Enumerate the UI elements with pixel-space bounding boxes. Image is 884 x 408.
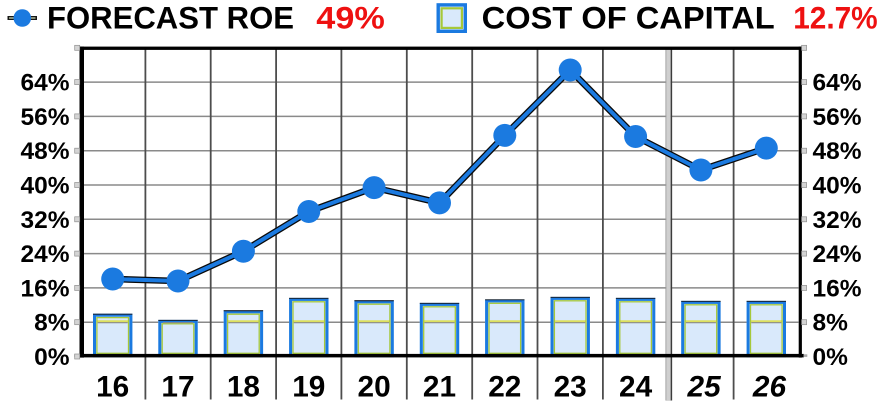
svg-text:32%: 32% (813, 207, 862, 234)
svg-text:48%: 48% (813, 138, 862, 165)
svg-text:23: 23 (554, 370, 587, 403)
svg-text:12.7%: 12.7% (793, 0, 878, 36)
svg-text:FORECAST ROE: FORECAST ROE (47, 0, 294, 36)
svg-text:16%: 16% (813, 275, 862, 302)
svg-text:49%: 49% (316, 0, 385, 36)
svg-text:24%: 24% (813, 241, 862, 268)
svg-text:32%: 32% (20, 207, 69, 234)
svg-text:48%: 48% (20, 138, 69, 165)
svg-text:24%: 24% (20, 241, 69, 268)
svg-text:56%: 56% (813, 104, 862, 131)
svg-text:21: 21 (423, 370, 456, 403)
svg-text:8%: 8% (34, 310, 70, 337)
svg-text:19: 19 (292, 370, 325, 403)
svg-text:26: 26 (752, 370, 787, 403)
svg-text:8%: 8% (813, 310, 849, 337)
svg-text:0%: 0% (813, 344, 849, 371)
svg-text:0%: 0% (34, 344, 70, 371)
svg-text:64%: 64% (20, 70, 69, 97)
svg-text:40%: 40% (20, 173, 69, 200)
svg-text:40%: 40% (813, 173, 862, 200)
svg-text:COST OF CAPITAL: COST OF CAPITAL (482, 0, 775, 36)
svg-text:64%: 64% (813, 70, 862, 97)
svg-text:22: 22 (488, 370, 521, 403)
svg-text:25: 25 (687, 370, 722, 403)
svg-text:20: 20 (358, 370, 391, 403)
svg-text:16%: 16% (20, 275, 69, 302)
svg-text:17: 17 (161, 370, 194, 403)
svg-text:56%: 56% (20, 104, 69, 131)
svg-text:16: 16 (96, 370, 129, 403)
svg-text:18: 18 (227, 370, 260, 403)
svg-text:24: 24 (619, 370, 653, 403)
